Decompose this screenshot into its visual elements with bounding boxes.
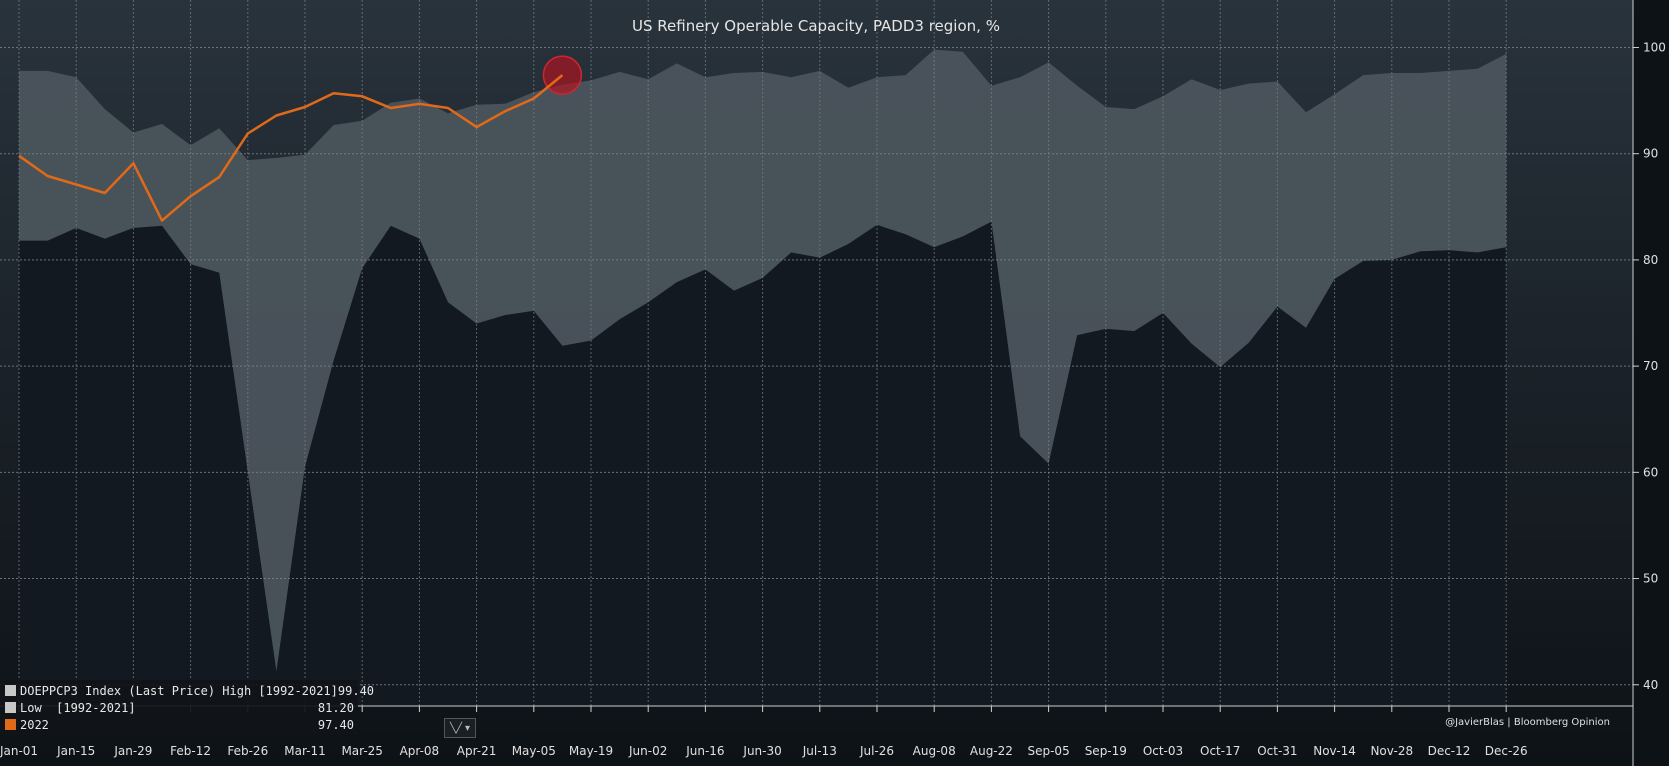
x-tick-label: Mar-25 [341, 744, 382, 758]
x-tick-label: Feb-12 [170, 744, 211, 758]
x-tick-label: Feb-26 [227, 744, 268, 758]
chevron-down-icon: ▾ [465, 722, 471, 734]
x-tick-label: Jul-26 [859, 744, 894, 758]
legend-item-high: DOEPPCP3 Index (Last Price) High [1992-2… [0, 682, 374, 699]
x-tick-label: Oct-03 [1143, 744, 1183, 758]
low-series-area [19, 221, 1507, 706]
grid-layer [0, 0, 1633, 706]
credit-text: @JavierBlas | Bloomberg Opinion [1445, 717, 1610, 728]
x-tick-label: Jun-16 [685, 744, 724, 758]
legend-item-2022: 2022 97.40 [0, 716, 358, 733]
x-tick-label: Dec-26 [1485, 744, 1528, 758]
x-tick-label: Jun-30 [742, 744, 781, 758]
x-tick-label: Apr-21 [457, 744, 497, 758]
legend-value-low: 81.20 [317, 700, 354, 715]
series-line-2022 [18, 74, 564, 222]
x-tick-label: Sep-05 [1027, 744, 1069, 758]
x-tick-label: Oct-31 [1257, 744, 1297, 758]
legend-value-2022: 97.40 [317, 717, 354, 732]
y-tick-label: 40 [1643, 678, 1658, 692]
x-tick-label: Jun-02 [628, 744, 667, 758]
x-tick-label: Oct-17 [1200, 744, 1240, 758]
legend-label-low: Low [1992-2021] [20, 700, 136, 715]
x-tick-label: Jan-01 [0, 744, 38, 758]
x-tick-label: Jul-13 [802, 744, 837, 758]
y-tick-label: 90 [1643, 147, 1658, 161]
legend-label-2022: 2022 [20, 717, 49, 732]
x-tick-label: Aug-08 [913, 744, 956, 758]
x-tick-label: Jan-15 [56, 744, 95, 758]
legend-item-low: Low [1992-2021] 81.20 [0, 699, 358, 716]
line-chart-icon: ╲╱ [449, 722, 462, 734]
y-tick-label: 100 [1643, 40, 1666, 54]
x-tick-label: Dec-12 [1428, 744, 1471, 758]
chart-type-button[interactable]: ╲╱ ▾ [444, 718, 476, 738]
x-tick-label: Mar-11 [284, 744, 325, 758]
legend-swatch-high [5, 685, 16, 696]
legend-swatch-2022 [5, 719, 16, 730]
x-tick-label: May-19 [569, 744, 613, 758]
y-tick-label: 70 [1643, 359, 1658, 373]
area-layer [19, 49, 1507, 706]
axis-panel [1633, 0, 1669, 766]
x-tick-label: Jan-29 [113, 744, 152, 758]
legend-label-high: DOEPPCP3 Index (Last Price) High [1992-2… [20, 683, 338, 698]
x-tick-label: Nov-28 [1370, 744, 1413, 758]
legend: DOEPPCP3 Index (Last Price) High [1992-2… [0, 680, 374, 735]
x-tick-label: Sep-19 [1085, 744, 1127, 758]
x-tick-label: Apr-08 [400, 744, 440, 758]
x-tick-label: Aug-22 [970, 744, 1013, 758]
x-tick-label: May-05 [512, 744, 556, 758]
legend-value-high: 99.40 [337, 683, 375, 698]
high-low-band [19, 49, 1507, 673]
x-tick-label: Nov-14 [1313, 744, 1356, 758]
chart-title: US Refinery Operable Capacity, PADD3 reg… [632, 17, 1000, 35]
y-tick-label: 60 [1643, 465, 1658, 479]
line-layer [18, 55, 583, 222]
y-tick-label: 80 [1643, 253, 1658, 267]
legend-swatch-low [5, 702, 16, 713]
y-tick-label: 50 [1643, 572, 1658, 586]
